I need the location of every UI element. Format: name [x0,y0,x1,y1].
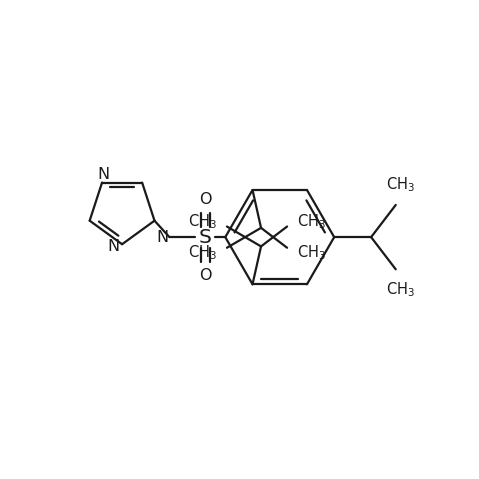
Text: N: N [97,167,109,182]
Text: S: S [199,228,212,247]
Text: CH$_3$: CH$_3$ [297,243,326,262]
Text: CH$_3$: CH$_3$ [297,213,326,231]
Text: O: O [199,267,212,283]
Text: N: N [107,239,120,254]
Text: CH$_3$: CH$_3$ [386,176,415,194]
Text: CH$_3$: CH$_3$ [188,243,217,262]
Text: CH$_3$: CH$_3$ [386,280,415,298]
Text: CH$_3$: CH$_3$ [188,213,217,231]
Text: O: O [199,192,212,207]
Text: N: N [157,229,169,245]
